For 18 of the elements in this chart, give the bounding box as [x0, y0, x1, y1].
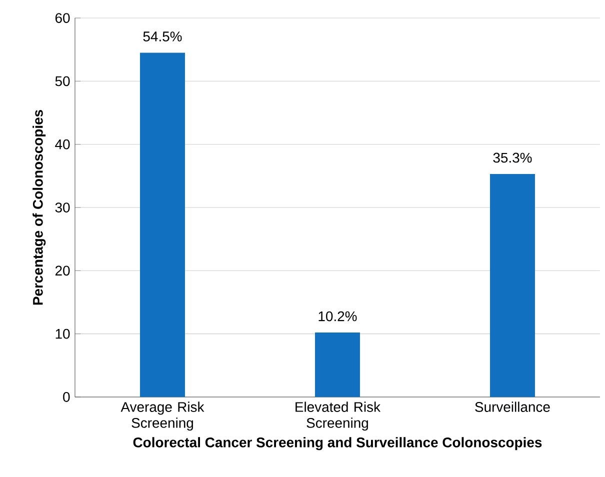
x-tick-label: Surveillance [475, 402, 550, 412]
data-label: 35.3% [493, 152, 532, 163]
x-axis-title: Colorectal Cancer Screening and Surveillance Colonoscopies [133, 437, 542, 450]
x-tick-label: Average Risk Screening [120, 402, 204, 431]
data-label: 54.5% [143, 32, 182, 42]
bar [490, 174, 535, 397]
y-tick-label: 60 [55, 13, 70, 23]
y-tick-label: 0 [63, 392, 70, 402]
y-tick-label: 30 [55, 202, 70, 212]
data-label: 10.2% [318, 311, 357, 322]
bar [140, 52, 185, 397]
y-tick-label: 40 [55, 139, 70, 150]
y-tick-label: 10 [56, 328, 70, 339]
y-tick-label: 20 [55, 266, 70, 276]
bar [314, 332, 360, 397]
y-axis-title: Percentage of Colonoscopies [32, 110, 46, 305]
x-tick-label: Elevated Risk Screening [296, 402, 381, 431]
y-tick-label: 50 [55, 76, 70, 86]
